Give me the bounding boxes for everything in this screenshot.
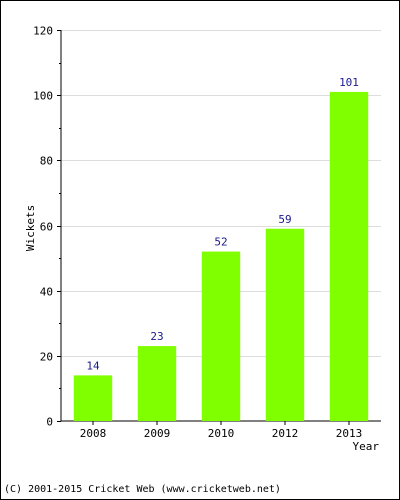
x-axis-title: Year xyxy=(353,440,380,453)
y-tick-label: 120 xyxy=(33,25,53,38)
x-tick-label-2013: 2013 xyxy=(336,427,363,440)
x-tick-label-2012: 2012 xyxy=(272,427,299,440)
x-tick-label-2008: 2008 xyxy=(80,427,107,440)
data-label-2012: 59 xyxy=(278,213,291,226)
data-label-2009: 23 xyxy=(150,330,163,343)
data-label-layer: 14 23 52 59 101 xyxy=(86,76,359,372)
bar-2009 xyxy=(137,346,177,421)
x-tick-label-2009: 2009 xyxy=(144,427,171,440)
data-label-2013: 101 xyxy=(339,76,359,89)
y-tick-label: 20 xyxy=(40,351,53,364)
bar-2008 xyxy=(73,375,113,421)
bar-layer xyxy=(73,91,369,422)
grid-layer xyxy=(61,30,381,357)
bar-2012 xyxy=(265,228,305,421)
x-tick-label-2010: 2010 xyxy=(208,427,235,440)
data-label-2010: 52 xyxy=(214,236,227,249)
data-label-2008: 14 xyxy=(86,359,100,372)
y-axis-title: Wickets xyxy=(24,205,37,251)
y-tick-layer: 0 20 40 60 80 100 120 xyxy=(33,25,61,429)
y-tick-label: 80 xyxy=(40,155,53,168)
y-tick-label: 0 xyxy=(46,416,53,429)
copyright-footer: (C) 2001-2015 Cricket Web (www.cricketwe… xyxy=(4,484,281,495)
bar-2010 xyxy=(201,251,241,421)
y-tick-label: 60 xyxy=(40,221,53,234)
bar-2013 xyxy=(329,91,369,422)
y-tick-label: 100 xyxy=(33,90,53,103)
y-tick-label: 40 xyxy=(40,286,53,299)
x-tick-layer: 2008 2009 2010 2012 2013 xyxy=(80,421,363,440)
